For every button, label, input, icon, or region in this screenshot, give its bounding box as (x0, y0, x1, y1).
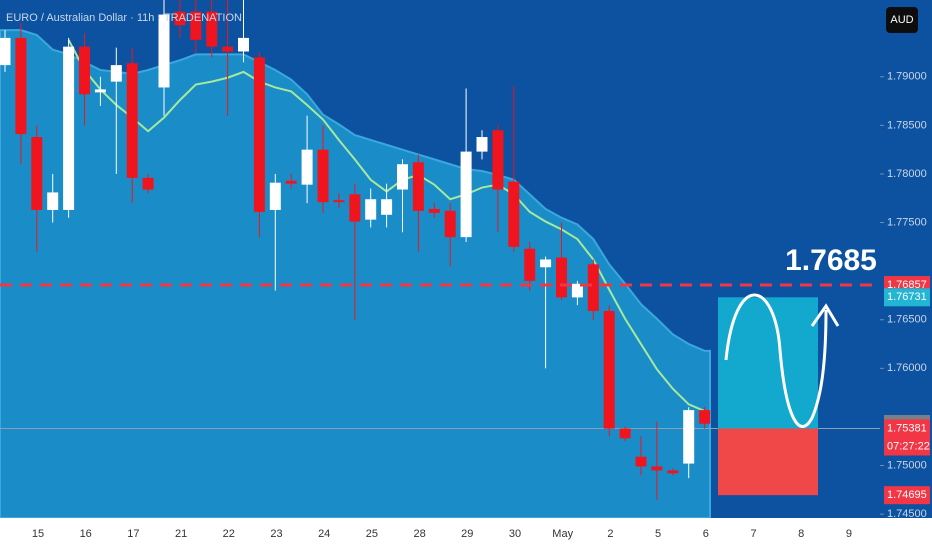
x-axis-bar (0, 518, 932, 550)
wave-arrow (724, 293, 828, 428)
y-tick-label: 1.76000 (887, 362, 927, 374)
x-tick-label: 22 (223, 528, 235, 540)
y-tick-label: 1.77500 (887, 216, 927, 228)
candle-body (63, 46, 75, 210)
x-tick-label: 6 (703, 528, 709, 540)
x-tick-label: 24 (318, 528, 330, 540)
candle-body (603, 310, 615, 429)
stop-zone (718, 428, 818, 496)
x-tick-label: May (552, 528, 573, 540)
price-tag-label: 1.76857 (887, 279, 927, 291)
candle-body (238, 37, 249, 52)
arrow-head (810, 303, 840, 327)
x-tick-label: 16 (80, 528, 92, 540)
price-tag-label: 1.76731 (887, 291, 927, 303)
x-tick-label: 2 (607, 528, 613, 540)
x-tick-label: 28 (413, 528, 425, 540)
candle-body (79, 46, 90, 95)
candle-body (94, 89, 106, 93)
candle-body (301, 149, 313, 185)
candle-body (397, 164, 408, 190)
candle-body (222, 46, 234, 52)
candle-body (667, 470, 679, 474)
y-tick-label: 1.76500 (887, 314, 927, 326)
candle-body (190, 11, 202, 40)
x-tick-label: 23 (270, 528, 282, 540)
currency-button-label[interactable]: AUD (890, 14, 913, 26)
x-tick-label: 9 (846, 528, 852, 540)
price-tag (884, 486, 930, 505)
candle-body (524, 248, 536, 281)
candle-body (269, 182, 281, 210)
y-tick-label: 1.75000 (887, 459, 927, 471)
candle-body (619, 428, 631, 439)
candle-body (556, 257, 567, 298)
chart-title: EURO / Australian Dollar · 11h · TRADENA… (6, 12, 242, 24)
candle-body (365, 199, 377, 220)
candle-body (333, 200, 345, 203)
candle-body (540, 259, 552, 268)
candle-body (508, 181, 520, 247)
candle-body (476, 137, 488, 152)
candle-body (158, 14, 170, 88)
x-tick-label: 7 (750, 528, 756, 540)
x-tick-label: 8 (798, 528, 804, 540)
x-tick-label: 30 (509, 528, 521, 540)
currency-button[interactable] (886, 7, 918, 33)
price-tag-label: 1.75381 (887, 422, 927, 434)
x-tick-label: 25 (366, 528, 378, 540)
plot-area (0, 0, 880, 518)
candle-body (381, 199, 393, 215)
candle-body (444, 210, 456, 238)
candle-body (428, 208, 440, 213)
y-tick-label: 1.79000 (887, 71, 927, 83)
x-tick-label: 17 (127, 528, 139, 540)
candle-body (110, 65, 122, 82)
candle-body (0, 37, 11, 66)
candle-body (683, 410, 695, 464)
y-tick-label: 1.74500 (887, 508, 927, 520)
candle-body (47, 192, 59, 210)
candle-body (126, 63, 138, 178)
candle-body (253, 57, 265, 212)
x-tick-label: 15 (32, 528, 44, 540)
candle-body (174, 11, 186, 26)
x-tick-label: 21 (175, 528, 187, 540)
target-zone (718, 297, 818, 429)
price-tag (884, 288, 930, 307)
candle-body (31, 137, 43, 210)
candle-body (635, 456, 647, 467)
candle-body (587, 264, 599, 311)
candle-body (492, 130, 504, 190)
candle-body (651, 466, 663, 471)
candle-body (349, 194, 361, 222)
x-tick-label: 29 (461, 528, 473, 540)
candle-body (206, 11, 218, 47)
target-annotation: 1.7685 (785, 244, 877, 277)
candle-body (15, 37, 27, 135)
candle-body (571, 283, 583, 298)
candle-body (317, 149, 329, 203)
candle-body (412, 162, 424, 211)
countdown-label: 07:27:22 (887, 440, 930, 452)
price-tag-label: 1.74695 (887, 489, 927, 501)
y-tick-label: 1.78000 (887, 168, 927, 180)
candle-body (699, 410, 711, 424)
y-tick-label: 1.78500 (887, 119, 927, 131)
x-tick-label: 5 (655, 528, 661, 540)
candle-body (460, 151, 472, 238)
price-tag (884, 419, 930, 456)
candle-body (142, 177, 154, 190)
candle-body (285, 180, 297, 184)
